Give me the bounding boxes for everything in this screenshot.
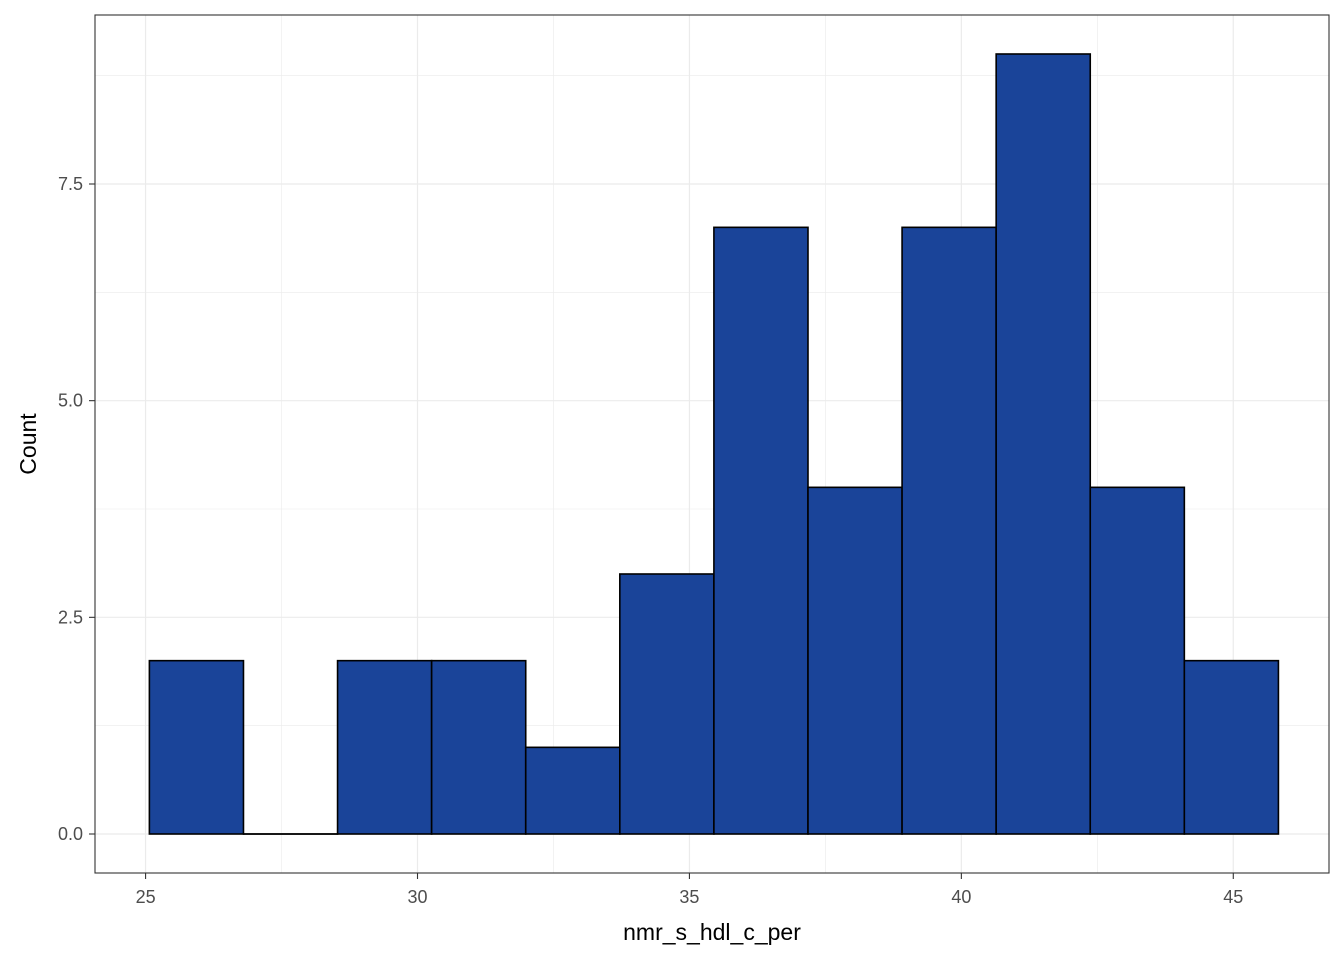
histogram-bar (901, 226, 997, 835)
x-tick-label: 25 (136, 887, 156, 907)
histogram-bar (995, 53, 1092, 835)
panel-border (94, 14, 1330, 874)
histogram-bars (148, 53, 1280, 835)
x-axis: 25 30 35 40 45 (136, 873, 1243, 907)
histogram-bar (524, 746, 621, 835)
histogram-bar (430, 659, 527, 835)
y-axis: 0.0 2.5 5.0 7.5 (58, 174, 95, 844)
y-axis-title: Count (15, 413, 41, 475)
histogram-bar (1183, 659, 1280, 835)
histogram-bar (807, 486, 903, 835)
y-tick-label: 0.0 (58, 824, 83, 844)
histogram-bar (148, 659, 245, 835)
x-tick-label: 40 (951, 887, 971, 907)
histogram-bar (619, 573, 715, 835)
y-tick-label: 7.5 (58, 174, 83, 194)
y-tick-label: 5.0 (58, 391, 83, 411)
y-tick-label: 2.5 (58, 607, 83, 627)
histogram-bar (713, 226, 809, 835)
x-tick-label: 35 (679, 887, 699, 907)
x-tick-label: 30 (407, 887, 427, 907)
histogram-bar (336, 659, 433, 835)
x-tick-label: 45 (1223, 887, 1243, 907)
histogram-bar (1089, 486, 1186, 835)
x-axis-title: nmr_s_hdl_c_per (623, 919, 801, 945)
